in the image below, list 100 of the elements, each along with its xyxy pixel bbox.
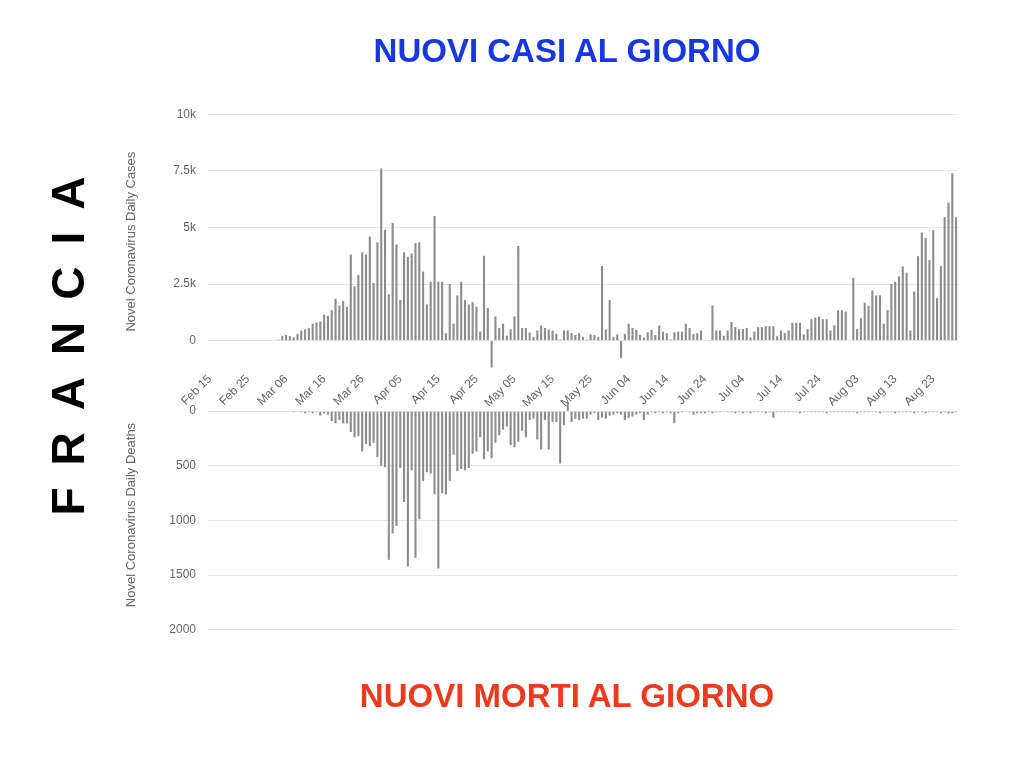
bar: [779, 330, 783, 341]
bar: [482, 255, 486, 341]
bar: [901, 266, 904, 341]
bar: [380, 168, 383, 341]
bar: [342, 301, 345, 341]
y-axis-title: Novel Coronavirus Daily Cases: [123, 151, 139, 332]
y-tick-label: 7.5k: [173, 163, 197, 178]
bar: [345, 411, 349, 424]
y-tick-label: 0: [189, 332, 197, 347]
bar: [696, 333, 699, 341]
bar: [562, 411, 566, 426]
bar: [936, 298, 939, 341]
bar: [578, 333, 581, 341]
bar: [745, 328, 748, 341]
x-tick-label: Jul 04: [714, 371, 748, 405]
bar: [376, 411, 379, 458]
bar: [585, 411, 588, 419]
bar: [307, 328, 310, 341]
bar: [387, 411, 390, 560]
bar: [631, 328, 634, 341]
bar: [334, 411, 337, 424]
bar: [890, 284, 893, 341]
bar: [833, 325, 836, 341]
bar: [795, 322, 798, 341]
bar: [524, 411, 527, 438]
bar: [597, 411, 600, 420]
bar: [437, 411, 440, 569]
bar: [448, 411, 451, 482]
bar: [441, 281, 444, 341]
x-tick-label: Apr 25: [445, 371, 482, 407]
bar: [368, 236, 371, 341]
bar: [387, 294, 390, 341]
bar: [562, 330, 566, 341]
bar: [490, 341, 493, 368]
bar: [502, 411, 505, 430]
bar: [288, 336, 291, 341]
bar: [574, 411, 577, 419]
bar: [383, 229, 387, 341]
bar: [738, 329, 741, 341]
bar: [776, 336, 779, 341]
bar: [285, 335, 288, 341]
x-tick-label: Aug 13: [862, 371, 900, 409]
y-tick-label: 500: [175, 458, 197, 473]
bar: [311, 323, 314, 341]
bar: [326, 315, 329, 341]
bar: [536, 411, 539, 440]
bar: [406, 411, 409, 567]
bar: [608, 299, 611, 341]
x-tick-label: Mar 26: [330, 371, 367, 408]
bar: [673, 332, 676, 341]
x-tick-label: Feb 25: [216, 371, 253, 408]
bar: [391, 222, 394, 341]
bar: [460, 411, 463, 470]
bar: [543, 411, 546, 420]
bar: [821, 319, 824, 341]
bar: [559, 411, 562, 464]
bar: [319, 411, 322, 416]
bar: [719, 330, 722, 341]
bar: [791, 322, 794, 341]
bar: [502, 323, 505, 341]
bar: [448, 284, 451, 341]
bar: [380, 411, 383, 466]
bar: [521, 328, 524, 341]
bar: [414, 243, 417, 341]
bar: [757, 327, 760, 341]
bar: [383, 411, 387, 467]
bar: [300, 330, 303, 341]
bar: [600, 265, 604, 341]
bar: [604, 411, 607, 419]
bar: [467, 411, 470, 468]
bar: [296, 333, 299, 341]
bar: [817, 316, 821, 341]
x-tick-label: Apr 15: [407, 371, 444, 407]
y-tick-label: 10k: [176, 106, 197, 121]
bar: [623, 333, 626, 341]
y-tick-label: 2000: [169, 622, 197, 637]
bar: [711, 305, 714, 341]
bar: [323, 314, 326, 341]
bar: [540, 325, 543, 341]
bar: [844, 311, 847, 341]
bar: [444, 333, 447, 341]
y-tick-label: 5k: [183, 219, 197, 234]
bar: [665, 333, 668, 341]
bar: [871, 290, 874, 341]
bar: [361, 252, 364, 341]
bar: [863, 302, 866, 341]
y-axis-title: Novel Coronavirus Daily Deaths: [123, 422, 139, 608]
bar: [490, 411, 493, 459]
text: FRANCIA: [41, 154, 95, 516]
bar: [856, 329, 859, 341]
x-tick-label: May 15: [519, 371, 558, 410]
bar: [715, 330, 718, 341]
bar: [528, 411, 531, 420]
y-tick-label: 0: [189, 403, 197, 418]
bar: [498, 328, 501, 341]
bar: [764, 326, 767, 341]
bar: [570, 411, 573, 423]
bar: [939, 266, 942, 341]
bar: [281, 336, 284, 341]
bar: [837, 310, 840, 341]
